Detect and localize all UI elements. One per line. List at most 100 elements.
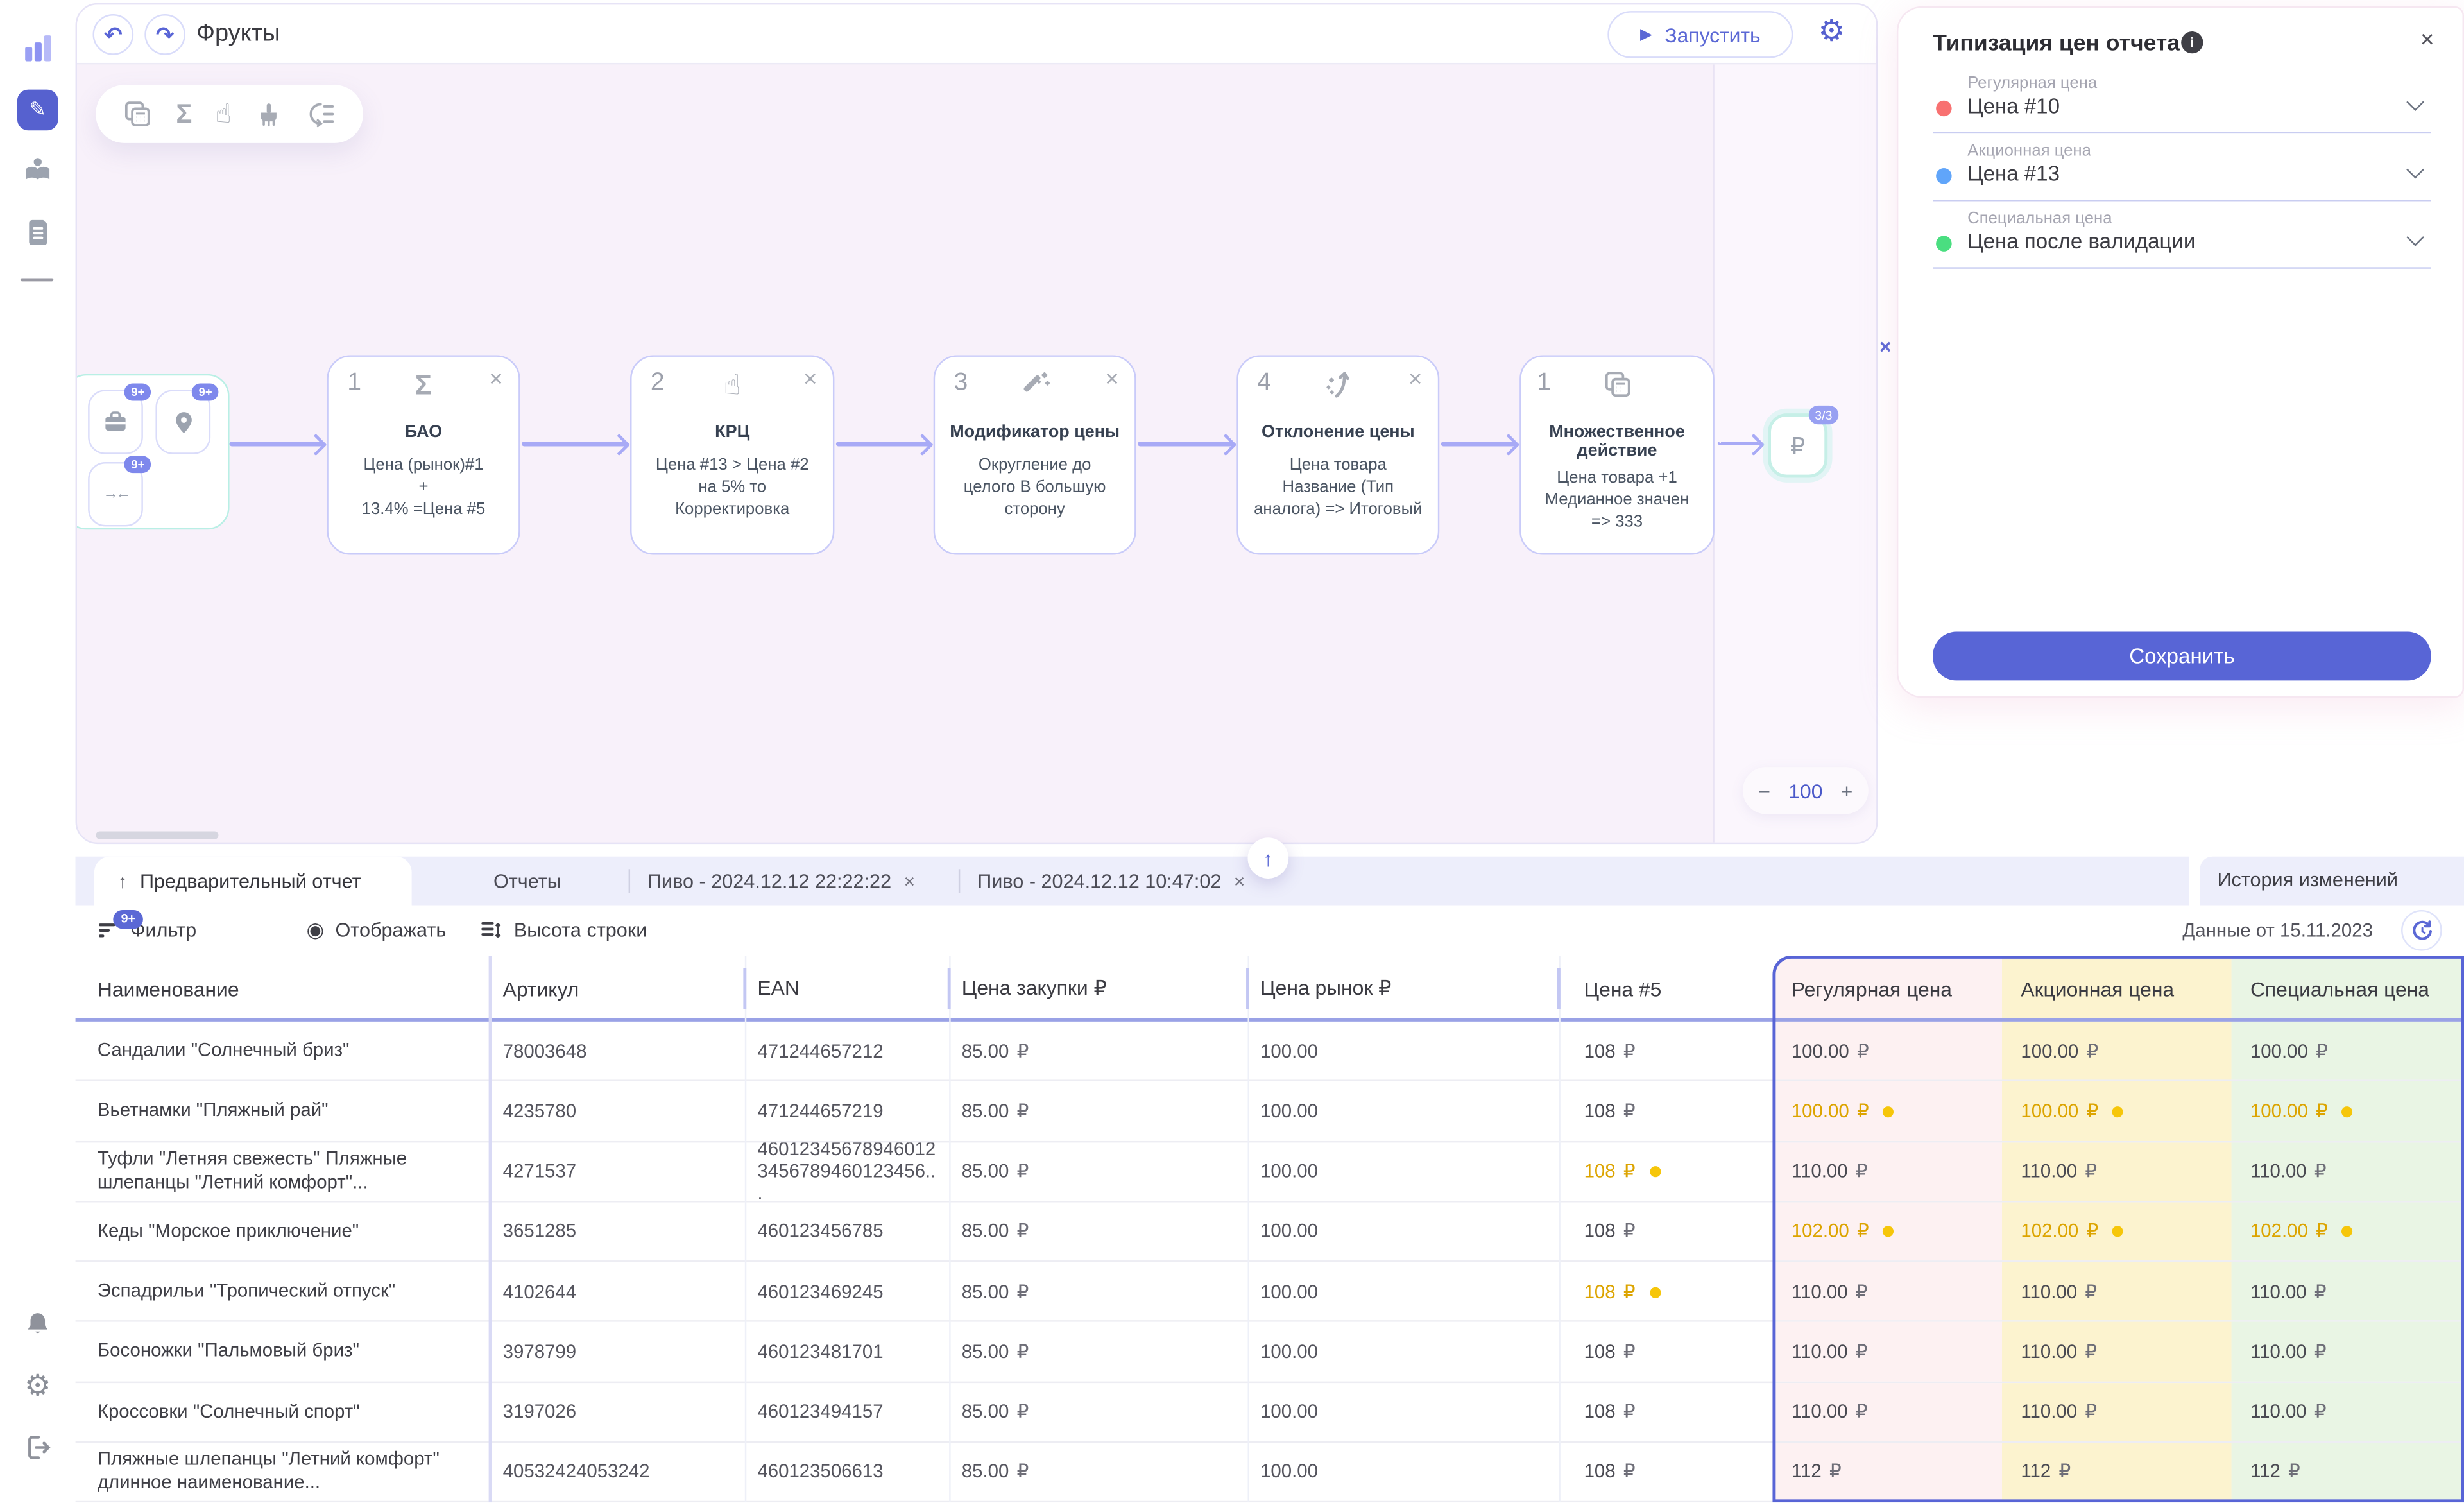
collapse-table-button[interactable]: ↑ bbox=[1247, 837, 1289, 879]
column-header[interactable]: Цена рынок ₽ bbox=[1260, 975, 1392, 1000]
source-tile-assortment[interactable]: 9+ bbox=[88, 383, 151, 454]
canvas-settings-button[interactable]: ⚙ bbox=[1818, 14, 1845, 50]
briefcase-icon bbox=[102, 409, 129, 436]
special-price-select[interactable]: Специальная цена Цена после валидации bbox=[1933, 209, 2431, 269]
source-tile-merge[interactable]: →← 9+ bbox=[88, 456, 151, 527]
undo-button[interactable]: ↶ bbox=[92, 14, 134, 55]
promo-price-select[interactable]: Акционная цена Цена #13 bbox=[1933, 141, 2431, 202]
close-icon[interactable]: × bbox=[903, 870, 915, 892]
promo-price-cell[interactable]: 100.00 ₽ bbox=[2002, 1021, 2232, 1081]
special-price-cell[interactable]: 112 ₽ bbox=[2231, 1442, 2464, 1501]
promo-price-cell[interactable]: 110.00 ₽ bbox=[2002, 1142, 2232, 1201]
close-icon[interactable]: × bbox=[1233, 870, 1245, 892]
promo-price-cell[interactable]: 100.00 ₽ bbox=[2002, 1081, 2232, 1140]
regular-price-cell[interactable]: 100.00 ₽ bbox=[1772, 1021, 2003, 1081]
tab-reports[interactable]: Отчеты bbox=[493, 870, 561, 892]
table-row[interactable]: Босоножки "Пальмовый бриз" 3978799 4601234… bbox=[75, 1322, 2464, 1382]
flow-node-krc[interactable]: 2 ☝ × КРЦ Цена #13 > Цена #2 на 5% то Корр… bbox=[630, 355, 835, 555]
sidebar-item-editor-active[interactable]: ✎ bbox=[17, 89, 58, 131]
column-header[interactable]: Наименование bbox=[97, 977, 239, 1001]
close-icon[interactable]: × bbox=[803, 366, 817, 393]
brush-tool-button[interactable] bbox=[255, 100, 283, 128]
history-tab[interactable]: История изменений bbox=[2200, 856, 2464, 906]
special-price-cell[interactable]: 110.00 ₽ bbox=[2231, 1262, 2464, 1321]
sidebar-item-analytics[interactable] bbox=[17, 28, 58, 69]
close-icon[interactable]: × bbox=[1408, 366, 1423, 393]
table-row[interactable]: Кроссовки "Солнечный спорт" 3197026 460123… bbox=[75, 1382, 2464, 1443]
sigma-tool-button[interactable]: Σ bbox=[176, 98, 192, 130]
regular-price-cell[interactable]: 110.00 ₽ bbox=[1772, 1262, 2003, 1321]
promo-price-cell[interactable]: 110.00 ₽ bbox=[2002, 1262, 2232, 1321]
sidebar-item-settings[interactable]: ⚙ bbox=[17, 1366, 58, 1407]
sequence-tool-button[interactable] bbox=[306, 99, 336, 129]
flow-node-bao[interactable]: 1 Σ × БАО Цена (рынок)#1 +13.4% =Цена #5 bbox=[327, 355, 520, 555]
sidebar-item-logout[interactable] bbox=[17, 1427, 58, 1468]
zoom-in-button[interactable]: + bbox=[1840, 778, 1853, 803]
flow-node-price-deviation[interactable]: 4 × Отклонение цены Цена товара Название … bbox=[1236, 355, 1440, 555]
tab-beer-report-1[interactable]: Пиво - 2024.12.12 22:22:22 × bbox=[647, 870, 915, 892]
regular-price-cell[interactable]: 102.00 ₽ bbox=[1772, 1201, 2003, 1261]
column-header[interactable]: Цена закупки ₽ bbox=[961, 975, 1107, 1000]
promo-price-cell[interactable]: 110.00 ₽ bbox=[2002, 1382, 2232, 1441]
regular-price-cell[interactable]: 110.00 ₽ bbox=[1772, 1382, 2003, 1441]
source-group-node[interactable]: 9+ 9+ →← 9+ bbox=[77, 374, 230, 530]
canvas-horizontal-scrollbar[interactable] bbox=[96, 831, 219, 839]
close-icon[interactable]: × bbox=[2420, 26, 2434, 54]
special-price-cell[interactable]: 110.00 ₽ bbox=[2231, 1142, 2464, 1201]
row-height-button[interactable]: Высота строки bbox=[479, 906, 647, 956]
column-header[interactable]: Цена #5 bbox=[1584, 977, 1662, 1001]
close-icon[interactable]: × bbox=[489, 366, 503, 393]
promo-price-cell[interactable]: 110.00 ₽ bbox=[2002, 1322, 2232, 1381]
regular-price-select[interactable]: Регулярная цена Цена #10 bbox=[1933, 74, 2431, 134]
tab-preliminary-report[interactable]: ↑ Предварительный отчет bbox=[94, 856, 412, 906]
promo-price-cell[interactable]: 102.00 ₽ bbox=[2002, 1201, 2232, 1261]
column-header-regular[interactable]: Регулярная цена bbox=[1772, 955, 2003, 1022]
refresh-button[interactable] bbox=[2401, 909, 2442, 951]
special-price-cell[interactable]: 110.00 ₽ bbox=[2231, 1382, 2464, 1441]
close-icon[interactable]: × bbox=[1105, 366, 1119, 393]
zoom-out-button[interactable]: − bbox=[1758, 778, 1771, 803]
info-icon[interactable]: i bbox=[2181, 31, 2203, 54]
column-header-special[interactable]: Специальная цена bbox=[2231, 955, 2464, 1022]
special-price-cell[interactable]: 102.00 ₽ bbox=[2231, 1201, 2464, 1261]
table-row[interactable]: Сандалии "Солнечный бриз" 78003648 4712446… bbox=[75, 1021, 2464, 1082]
panel-collapse-icon[interactable]: × bbox=[1879, 334, 1892, 359]
price5-cell: 108 ₽ bbox=[1559, 1322, 1772, 1380]
column-header[interactable]: Артикул bbox=[502, 977, 579, 1001]
save-button[interactable]: Сохранить bbox=[1933, 631, 2431, 681]
regular-price-cell[interactable]: 110.00 ₽ bbox=[1772, 1142, 2003, 1201]
column-resize-handle[interactable] bbox=[1557, 968, 1561, 1009]
manual-correction-button[interactable]: ☝ bbox=[215, 98, 231, 130]
regular-price-cell[interactable]: 100.00 ₽ bbox=[1772, 1081, 2003, 1140]
filter-button[interactable]: Фильтр 9+ bbox=[98, 906, 196, 956]
table-row[interactable]: Вьетнамки "Пляжный рай" 4235780 4712446572… bbox=[75, 1081, 2464, 1142]
special-price-cell[interactable]: 110.00 ₽ bbox=[2231, 1322, 2464, 1381]
run-button[interactable]: ▶ Запустить bbox=[1607, 11, 1793, 58]
flow-node-price-modifier[interactable]: 3 × Модификатор цены Округление до целого… bbox=[933, 355, 1136, 555]
column-header[interactable]: EAN bbox=[757, 975, 800, 1000]
column-resize-handle[interactable] bbox=[947, 968, 951, 1009]
regular-price-cell[interactable]: 112 ₽ bbox=[1772, 1442, 2003, 1501]
column-resize-handle[interactable] bbox=[1246, 968, 1249, 1009]
add-calculation-button[interactable] bbox=[123, 99, 153, 129]
frozen-column-divider[interactable] bbox=[488, 955, 492, 1503]
table-row[interactable]: Пляжные шлепанцы "Летний комфорт" длинно… bbox=[75, 1442, 2464, 1503]
column-resize-handle[interactable] bbox=[743, 968, 747, 1009]
column-header-promo[interactable]: Акционная цена bbox=[2002, 955, 2232, 1022]
table-row[interactable]: Кеды "Морское приключение" 3651285 4601234… bbox=[75, 1201, 2464, 1262]
special-price-cell[interactable]: 100.00 ₽ bbox=[2231, 1021, 2464, 1081]
table-row[interactable]: Туфли "Летняя свежесть" Пляжные шлепанцы… bbox=[75, 1142, 2464, 1202]
result-node[interactable]: ₽ 3/3 bbox=[1768, 405, 1839, 478]
table-row[interactable]: Эспадрильи "Тропический отпуск" 4102644 46… bbox=[75, 1262, 2464, 1323]
display-button[interactable]: ◉ Отображать bbox=[307, 906, 447, 956]
sidebar-item-catalog[interactable] bbox=[17, 151, 58, 192]
redo-button[interactable]: ↷ bbox=[144, 14, 185, 55]
special-price-cell[interactable]: 100.00 ₽ bbox=[2231, 1081, 2464, 1140]
regular-price-cell[interactable]: 110.00 ₽ bbox=[1772, 1322, 2003, 1381]
source-tile-geo[interactable]: 9+ bbox=[155, 383, 219, 454]
promo-price-cell[interactable]: 112 ₽ bbox=[2002, 1442, 2232, 1501]
sidebar-item-notifications[interactable] bbox=[17, 1305, 58, 1346]
flow-node-multi-action[interactable]: 1 Множественное действие Цена товара +1 М… bbox=[1519, 355, 1715, 555]
sidebar-item-documents[interactable] bbox=[17, 212, 58, 253]
tab-beer-report-2[interactable]: Пиво - 2024.12.12 10:47:02 × bbox=[977, 870, 1245, 892]
